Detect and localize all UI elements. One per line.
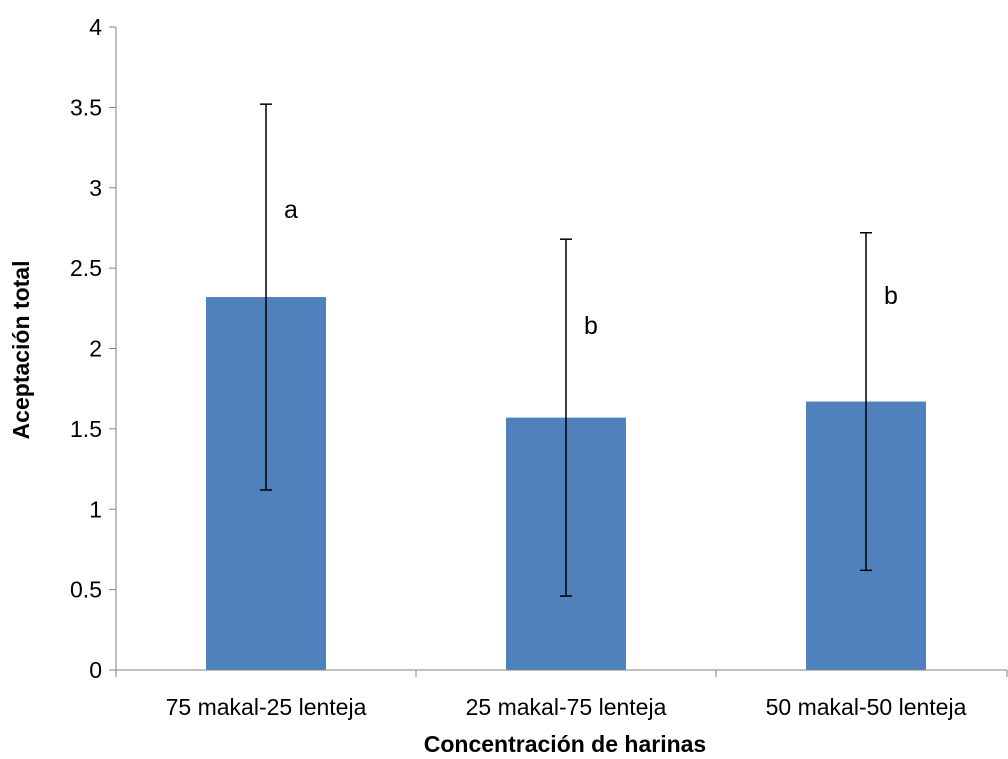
y-tick-label-4: 2	[89, 336, 102, 362]
y-tick-label-0: 0	[89, 657, 102, 683]
y-tick-label-1: 0.5	[70, 577, 102, 603]
significance-letter-2: b	[584, 312, 598, 340]
error-bar-2	[560, 238, 572, 597]
significance-letter-3: b	[884, 282, 898, 310]
x-axis-title: Concentración de harinas	[424, 731, 706, 757]
error-bar-3	[860, 232, 872, 572]
y-tick-label-5: 2.5	[70, 255, 102, 281]
y-tick-label-2: 1	[89, 496, 102, 522]
y-axis-title: Aceptación total	[8, 261, 34, 440]
x-tick-label-3: 50 makal-50 lenteja	[766, 694, 967, 720]
x-tick-label-1: 75 makal-25 lenteja	[166, 694, 367, 720]
significance-letter-1: a	[284, 196, 298, 224]
y-tick-label-7: 3.5	[70, 94, 102, 120]
axes-layer	[109, 26, 1008, 677]
error-bar-1	[260, 103, 272, 491]
error-bars-layer	[260, 103, 872, 597]
y-tick-label-8: 4	[89, 14, 102, 40]
labels-layer: a 75 makal-25 lenteja b 25 makal-75 lenteja…	[70, 14, 967, 720]
y-tick-label-3: 1.5	[70, 416, 102, 442]
x-tick-label-2: 25 makal-75 lenteja	[466, 694, 667, 720]
y-tick-label-6: 3	[89, 175, 102, 201]
